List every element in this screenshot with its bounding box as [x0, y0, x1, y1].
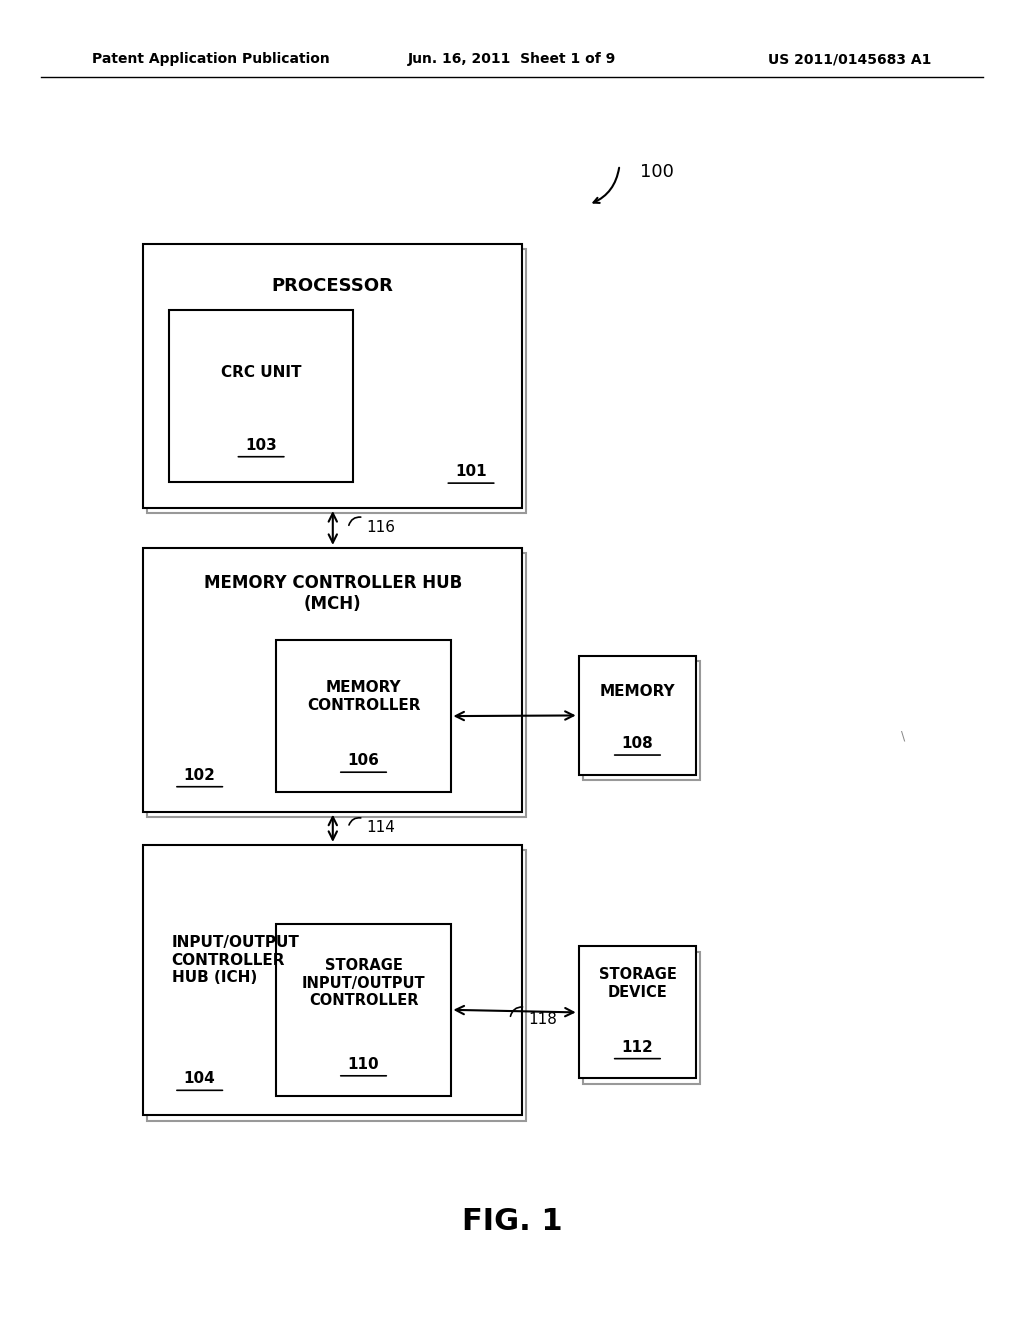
Text: CRC UNIT: CRC UNIT — [221, 364, 301, 380]
Text: MEMORY
CONTROLLER: MEMORY CONTROLLER — [307, 680, 420, 713]
FancyBboxPatch shape — [276, 640, 451, 792]
Text: US 2011/0145683 A1: US 2011/0145683 A1 — [768, 53, 932, 66]
FancyBboxPatch shape — [281, 929, 455, 1101]
FancyBboxPatch shape — [579, 656, 696, 775]
Text: 108: 108 — [622, 737, 653, 751]
FancyBboxPatch shape — [583, 661, 700, 780]
Text: 116: 116 — [367, 520, 395, 536]
Text: \: \ — [901, 729, 905, 742]
Text: INPUT/OUTPUT
CONTROLLER
HUB (ICH): INPUT/OUTPUT CONTROLLER HUB (ICH) — [172, 936, 299, 985]
FancyBboxPatch shape — [147, 553, 526, 817]
Text: MEMORY CONTROLLER HUB
(MCH): MEMORY CONTROLLER HUB (MCH) — [204, 574, 462, 612]
Text: 100: 100 — [640, 162, 674, 181]
FancyBboxPatch shape — [143, 845, 522, 1115]
FancyBboxPatch shape — [583, 952, 700, 1084]
Text: PROCESSOR: PROCESSOR — [271, 277, 394, 296]
FancyBboxPatch shape — [173, 315, 357, 487]
Text: 114: 114 — [367, 820, 395, 836]
Text: 103: 103 — [245, 438, 278, 453]
Text: 104: 104 — [183, 1072, 216, 1086]
FancyBboxPatch shape — [281, 645, 455, 797]
Text: MEMORY: MEMORY — [600, 684, 675, 700]
Text: Patent Application Publication: Patent Application Publication — [92, 53, 330, 66]
FancyBboxPatch shape — [143, 244, 522, 508]
Text: 101: 101 — [456, 465, 486, 479]
FancyBboxPatch shape — [276, 924, 451, 1096]
Text: 106: 106 — [347, 754, 380, 768]
FancyBboxPatch shape — [579, 946, 696, 1078]
FancyBboxPatch shape — [169, 310, 353, 482]
FancyBboxPatch shape — [143, 548, 522, 812]
Text: STORAGE
DEVICE: STORAGE DEVICE — [598, 968, 677, 999]
Text: FIG. 1: FIG. 1 — [462, 1206, 562, 1236]
Text: 102: 102 — [183, 768, 216, 783]
Text: 110: 110 — [348, 1057, 379, 1072]
Text: STORAGE
INPUT/OUTPUT
CONTROLLER: STORAGE INPUT/OUTPUT CONTROLLER — [302, 958, 425, 1008]
FancyBboxPatch shape — [147, 249, 526, 513]
Text: 112: 112 — [622, 1040, 653, 1055]
Text: 118: 118 — [528, 1011, 557, 1027]
Text: Jun. 16, 2011  Sheet 1 of 9: Jun. 16, 2011 Sheet 1 of 9 — [408, 53, 616, 66]
FancyBboxPatch shape — [147, 850, 526, 1121]
